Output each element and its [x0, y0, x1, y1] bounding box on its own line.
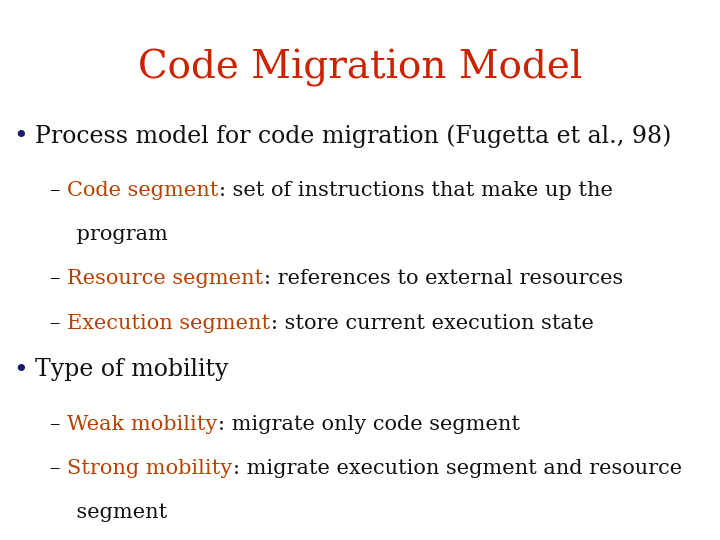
- Text: –: –: [50, 181, 68, 200]
- Text: –: –: [50, 314, 68, 333]
- Text: : migrate execution segment and resource: : migrate execution segment and resource: [233, 459, 682, 478]
- Text: Strong mobility: Strong mobility: [68, 459, 233, 478]
- Text: Code segment: Code segment: [68, 181, 219, 200]
- Text: –: –: [50, 459, 68, 478]
- Text: : store current execution state: : store current execution state: [271, 314, 593, 333]
- Text: : references to external resources: : references to external resources: [264, 269, 623, 288]
- Text: : migrate only code segment: : migrate only code segment: [217, 415, 520, 434]
- Text: Process model for code migration (Fugetta et al., 98): Process model for code migration (Fugett…: [35, 124, 671, 148]
- Text: : set of instructions that make up the: : set of instructions that make up the: [219, 181, 613, 200]
- Text: Resource segment: Resource segment: [68, 269, 264, 288]
- Text: segment: segment: [50, 503, 168, 522]
- Text: Type of mobility: Type of mobility: [35, 358, 228, 381]
- Text: program: program: [50, 225, 168, 244]
- Text: Code Migration Model: Code Migration Model: [138, 49, 582, 86]
- Text: •: •: [13, 358, 27, 382]
- Text: –: –: [50, 269, 68, 288]
- Text: –: –: [50, 415, 68, 434]
- Text: Weak mobility: Weak mobility: [68, 415, 217, 434]
- Text: Execution segment: Execution segment: [68, 314, 271, 333]
- Text: •: •: [13, 124, 27, 148]
